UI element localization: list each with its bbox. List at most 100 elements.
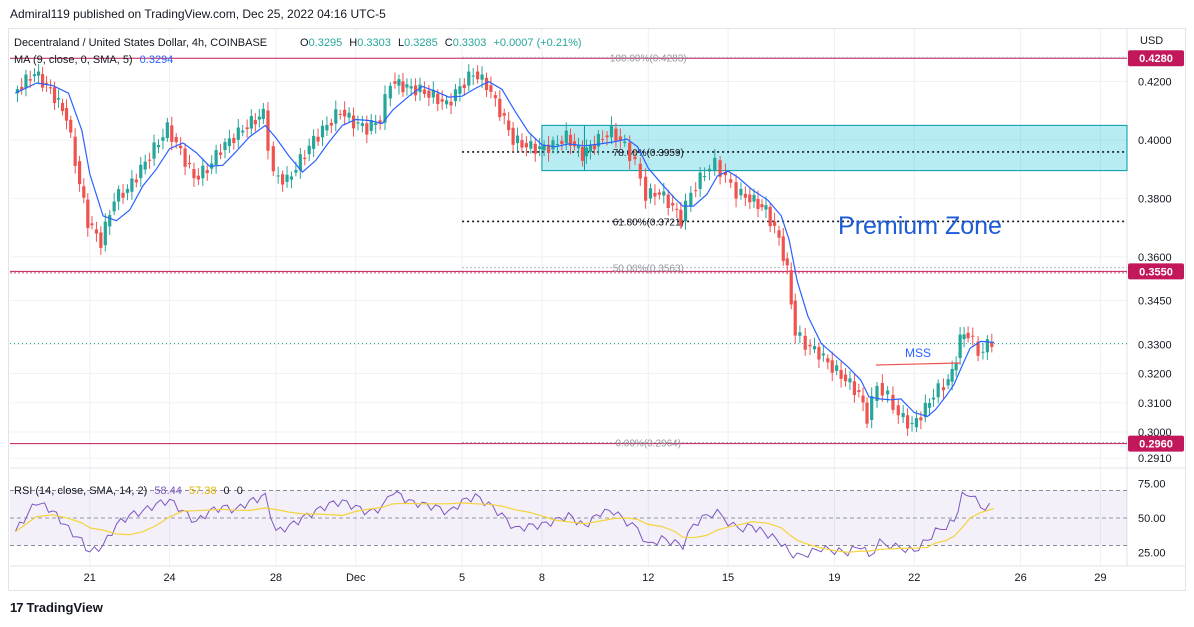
annotations: Premium Zone MSS xyxy=(838,212,1002,366)
candle-body xyxy=(227,138,232,147)
premium-zone-group xyxy=(541,124,1128,172)
level-badge-2 xyxy=(1128,435,1184,452)
candle-body xyxy=(294,170,298,173)
fib-label-1: 78.60%(0.3959) xyxy=(613,148,684,159)
candle-body xyxy=(910,423,914,425)
footer-brand-label: TradingView xyxy=(26,600,103,615)
footer-brand[interactable]: 17 TradingView xyxy=(10,600,103,615)
candle-body xyxy=(148,159,152,161)
candle-body xyxy=(768,206,772,227)
mss-label: MSS xyxy=(905,346,931,360)
candle-body xyxy=(605,135,609,138)
candle-body xyxy=(281,174,285,185)
candle-body xyxy=(201,165,205,179)
premium-zone-rect[interactable] xyxy=(541,124,1128,172)
candle-body xyxy=(901,413,905,418)
candle-body xyxy=(249,116,253,129)
candle-body xyxy=(413,85,418,96)
chart-frame xyxy=(8,28,1186,591)
candle-body xyxy=(405,84,409,88)
candle-body xyxy=(285,174,289,182)
candle-body xyxy=(325,124,329,131)
fib-label-0: 100.00%(0.4283) xyxy=(610,53,687,64)
time-axis[interactable]: 21 24 28 Dec 5 8 12 15 19 22 26 29 xyxy=(84,572,1107,584)
candle-body xyxy=(223,142,227,151)
candle-body xyxy=(458,86,462,94)
legend-ma-value: 0.3294 xyxy=(140,54,174,66)
level-badge-label-1: 0.3550 xyxy=(1139,266,1173,278)
candle-body xyxy=(781,236,785,261)
legend-ohlc: O0.3295 H0.3303 L0.3285 C0.3303 +0.0007 … xyxy=(300,37,582,49)
legend-l-label: L xyxy=(398,37,404,49)
candle-body xyxy=(683,200,688,222)
candle-body xyxy=(99,232,103,248)
candle-body xyxy=(56,98,61,100)
candle-body xyxy=(507,120,511,131)
candle-body xyxy=(857,390,861,392)
x-tick-label-1: 24 xyxy=(163,572,175,584)
candle-body xyxy=(241,130,245,133)
price-axis[interactable]: 0.4200 0.4000 0.3800 0.3600 0.3450 0.3300 0.32… xyxy=(1128,50,1184,465)
rsi-tick-label-0: 75.00 xyxy=(1138,479,1166,491)
candle-body xyxy=(870,396,874,420)
candle-body xyxy=(431,89,435,98)
candle-body xyxy=(289,176,294,180)
candle-body xyxy=(82,186,86,198)
fibonacci-levels: 100.00%(0.4283) 78.60%(0.3959) 61.80%(0.37… xyxy=(462,53,1127,449)
rsi-tick-label-2: 25.00 xyxy=(1138,547,1166,559)
legend-c-value: 0.3303 xyxy=(453,37,487,49)
candle-body xyxy=(718,160,722,177)
candle-body xyxy=(990,342,994,347)
mss-line[interactable] xyxy=(875,362,961,366)
rsi-ma-line[interactable] xyxy=(14,502,995,553)
candle-body xyxy=(785,258,789,266)
candle-body xyxy=(484,77,489,91)
candle-body xyxy=(962,334,966,340)
candle-body xyxy=(307,145,311,155)
candle-body xyxy=(179,145,183,149)
candle-body xyxy=(312,135,316,149)
horizontal-levels xyxy=(10,57,1127,445)
candle-body xyxy=(436,93,440,105)
legend-ma-label: MA (9, close, 0, SMA, 5) xyxy=(14,54,133,66)
candle-body xyxy=(936,383,940,398)
candle-body xyxy=(130,178,134,192)
candle-body xyxy=(601,138,605,140)
candle-body xyxy=(52,87,57,104)
candle-body xyxy=(886,390,890,395)
candle-body xyxy=(245,127,249,130)
candle-body xyxy=(985,339,989,353)
legend-c-label: C xyxy=(445,37,453,49)
tradingview-logo-icon: 17 xyxy=(10,600,24,615)
candle-body xyxy=(369,120,373,131)
published-header: Admiral119 published on TradingView.com,… xyxy=(10,7,386,21)
candle-body xyxy=(276,175,280,177)
candle-body xyxy=(524,143,528,148)
candle-body xyxy=(374,123,378,126)
candle-body xyxy=(644,176,648,201)
candle-body xyxy=(723,171,728,176)
candle-body xyxy=(568,134,573,146)
candle-body xyxy=(638,163,642,179)
level-badge-0 xyxy=(1128,50,1184,67)
candle-body xyxy=(69,119,73,133)
candle-body xyxy=(551,140,555,150)
ma-line[interactable] xyxy=(15,80,995,418)
candle-body xyxy=(152,142,156,159)
candle-body xyxy=(707,168,712,172)
candle-body xyxy=(44,82,49,84)
grid xyxy=(10,29,1186,567)
candle-body xyxy=(139,164,143,179)
candle-body xyxy=(493,95,497,99)
candle-body xyxy=(116,189,121,202)
candle-body xyxy=(90,223,94,226)
candle-body xyxy=(401,81,405,93)
candle-body xyxy=(77,161,82,185)
candle-body xyxy=(689,192,693,206)
level-badge-1 xyxy=(1128,263,1184,280)
candle-body xyxy=(232,137,236,144)
level-badge-label-0: 0.4280 xyxy=(1139,53,1173,65)
candle-body xyxy=(880,383,884,396)
x-tick-label-4: 5 xyxy=(459,572,465,584)
